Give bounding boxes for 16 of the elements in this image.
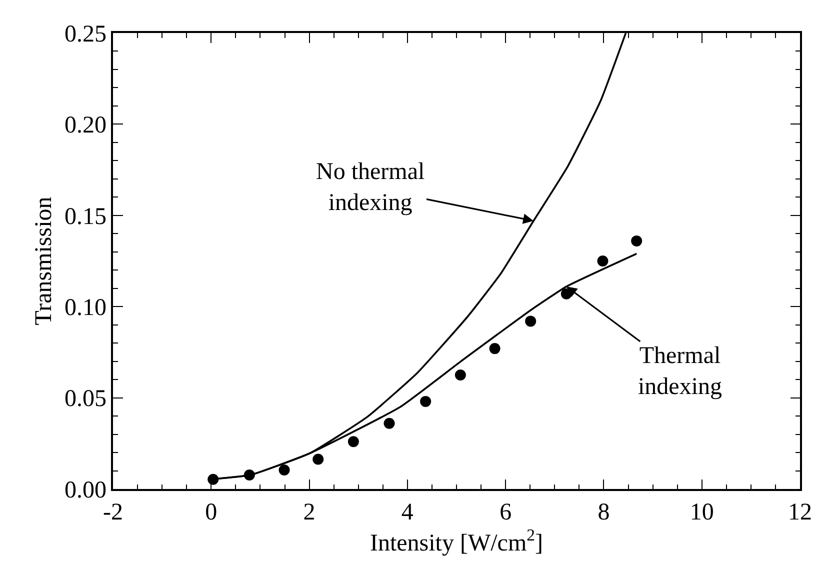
annotation: No thermal indexing	[316, 159, 425, 216]
x-tick-label: 12	[788, 500, 812, 526]
y-axis-title: Transmission	[31, 196, 58, 326]
y-tick-label: 0.25	[64, 21, 106, 48]
x-tick-label: 0	[205, 500, 218, 526]
x-axis-title: Intensity [W/cm$^{2}$]	[370, 526, 544, 557]
y-tick-label: 0.20	[64, 112, 106, 139]
x-tick-label: 8	[598, 500, 610, 526]
y-tick-label: 0.15	[64, 204, 106, 230]
x-tick-label: 2	[303, 500, 316, 526]
y-tick-label: 0.05	[64, 386, 106, 412]
x-tick-label: 10	[690, 500, 714, 526]
annotation: Thermal indexing	[638, 343, 722, 400]
y-tick-label: 0.10	[64, 295, 106, 321]
x-tick-label: 4	[401, 500, 414, 526]
x-tick-label: 6	[500, 500, 512, 526]
